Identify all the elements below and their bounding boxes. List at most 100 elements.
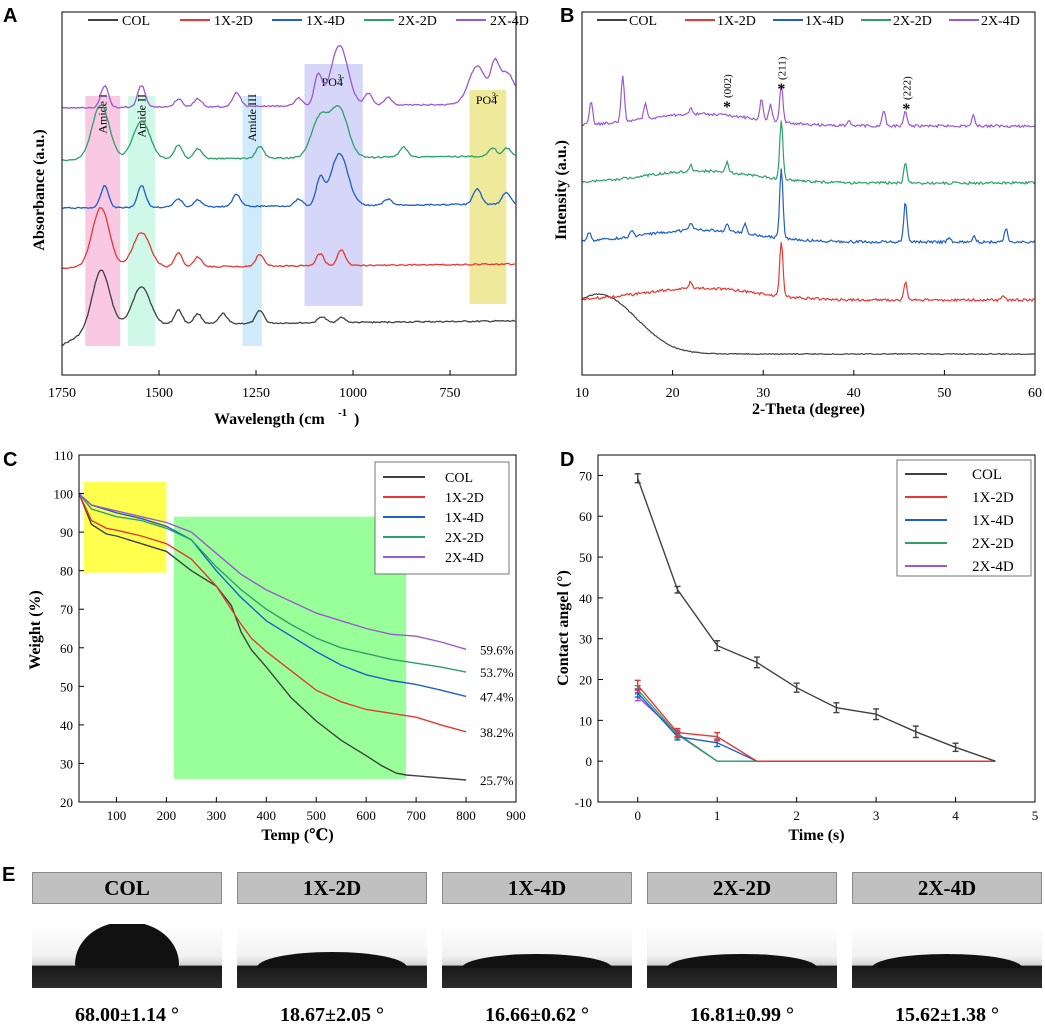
band-0 bbox=[85, 96, 121, 346]
droplet-sample-label: 1X-4D bbox=[442, 872, 632, 904]
band-label-2: Amide III bbox=[245, 94, 259, 142]
droplet-panel-1x-2d: 1X-2D 18.67±2.05 ° bbox=[237, 872, 427, 1027]
contact-angle-value: 16.66±0.62 ° bbox=[485, 1004, 589, 1026]
panel-e-letter: E bbox=[2, 864, 16, 886]
panel-c-ytick-label: 100 bbox=[54, 487, 74, 502]
xrd-peak-marker: * bbox=[777, 81, 785, 98]
legend-label-b-3: 2X-2D bbox=[893, 14, 932, 29]
panel-d-xtick-label: 2 bbox=[793, 808, 800, 823]
panel-a-xtick-label: 1250 bbox=[242, 386, 270, 401]
panel-a-xtick-label: 1500 bbox=[145, 386, 173, 401]
panel-c-ytick-label: 40 bbox=[60, 718, 73, 733]
panel-a-xlabel: Wavelength (cm bbox=[214, 411, 325, 428]
panel-d-ytick-label: 20 bbox=[579, 673, 592, 688]
droplet-image bbox=[647, 924, 837, 988]
panel-c-xlabel: Temp (℃) bbox=[261, 827, 333, 844]
panel-c-xtick-label: 500 bbox=[306, 808, 326, 823]
legend-label-c-0: COL bbox=[445, 471, 473, 486]
legend-label-c-1: 1X-2D bbox=[445, 491, 484, 506]
legend-label-a-1: 1X-2D bbox=[214, 14, 253, 29]
panel-c-ytick-label: 60 bbox=[60, 641, 73, 656]
xrd-col bbox=[581, 293, 1035, 356]
panel-d-ytick-label: 0 bbox=[586, 754, 593, 769]
contact-angle-value: 18.67±2.05 ° bbox=[280, 1004, 384, 1026]
panel-b-frame bbox=[581, 11, 1036, 376]
band-label-4: PO4 bbox=[476, 93, 497, 107]
panel-c-ytick-label: 50 bbox=[60, 679, 73, 694]
droplet-image bbox=[32, 924, 222, 988]
ca-1x-4d bbox=[637, 692, 996, 762]
water-droplet bbox=[75, 924, 179, 968]
legend-label-b-2: 1X-4D bbox=[805, 14, 844, 29]
droplet-panel-1x-4d: 1X-4D 16.66±0.62 ° bbox=[442, 872, 632, 1027]
panel-d-ytick-label: 60 bbox=[579, 509, 592, 524]
ca-2x-4d bbox=[637, 696, 996, 762]
water-droplet bbox=[257, 952, 407, 968]
highlight-region-0 bbox=[83, 481, 167, 573]
panel-c-ylabel: Weight (%) bbox=[27, 590, 44, 670]
tga-end-label: 38.2% bbox=[480, 725, 514, 740]
panel-d-ylabel: Contact angel (°) bbox=[555, 570, 572, 686]
legend-label-a-4: 2X-4D bbox=[490, 14, 529, 29]
panel-d-frame bbox=[597, 454, 1036, 803]
panel-a-xlabel-end: ) bbox=[354, 411, 359, 428]
tga-1x-2d bbox=[78, 493, 467, 733]
panel-d-xtick-label: 5 bbox=[1032, 808, 1039, 823]
droplet-image bbox=[442, 924, 632, 988]
droplet-panel-2x-4d: 2X-4D 15.62±1.38 ° bbox=[852, 872, 1042, 1027]
contact-angle-value: 68.00±1.14 ° bbox=[75, 1004, 179, 1026]
band-label-0: Amide I bbox=[96, 94, 110, 134]
highlight-region-1 bbox=[173, 516, 407, 779]
panel-b-letter: B bbox=[560, 5, 574, 27]
band-3 bbox=[304, 64, 363, 306]
droplet-image bbox=[237, 924, 427, 988]
tga-end-label: 47.4% bbox=[480, 689, 514, 704]
legend-label-c-3: 2X-2D bbox=[445, 531, 484, 546]
droplet-sample-label: 1X-2D bbox=[237, 872, 427, 904]
xrd-peak-label: (211) bbox=[776, 56, 788, 80]
panel-c-xtick-label: 200 bbox=[157, 808, 177, 823]
band-label-sup-3: 3- bbox=[338, 73, 345, 82]
panel-d-xtick-label: 4 bbox=[952, 808, 959, 823]
panel-c-xtick-label: 400 bbox=[257, 808, 277, 823]
legend-label-c-2: 1X-4D bbox=[445, 511, 484, 526]
tga-2x-2d bbox=[78, 493, 467, 673]
panel-c-ytick-label: 70 bbox=[60, 602, 73, 617]
panel-c-xtick-label: 900 bbox=[506, 808, 526, 823]
panel-b-xtick-label: 60 bbox=[1028, 386, 1042, 401]
tga-col bbox=[78, 493, 467, 781]
xrd-1x-4d bbox=[581, 168, 1035, 245]
panel-b-xtick-label: 20 bbox=[666, 386, 680, 401]
legend-label-a-3: 2X-2D bbox=[398, 14, 437, 29]
panel-b-xlabel: 2-Theta (degree) bbox=[752, 401, 865, 418]
panel-d-xlabel: Time (s) bbox=[788, 827, 844, 844]
xrd-peak-marker: * bbox=[723, 99, 731, 116]
legend-label-d-4: 2X-4D bbox=[972, 559, 1014, 575]
xrd-peak-label: (002) bbox=[722, 74, 734, 98]
panel-a-frame bbox=[61, 11, 517, 376]
panel-c-ytick-label: 90 bbox=[60, 525, 73, 540]
ca-2x-2d bbox=[637, 689, 996, 762]
ca-col bbox=[637, 478, 996, 762]
water-droplet bbox=[667, 953, 817, 968]
tga-2x-4d bbox=[78, 493, 467, 650]
spectrum-2x-2d bbox=[61, 104, 516, 162]
panel-c-xtick-label: 100 bbox=[107, 808, 127, 823]
band-label-3: PO4 bbox=[322, 75, 343, 89]
panel-a-xtick-label: 750 bbox=[440, 386, 461, 401]
contact-angle-value: 15.62±1.38 ° bbox=[895, 1004, 999, 1026]
panel-a-ylabel: Absorbance (a.u.) bbox=[31, 129, 48, 250]
panel-c-ytick-label: 80 bbox=[60, 564, 73, 579]
panel-b-xtick-label: 30 bbox=[756, 386, 770, 401]
panel-c-xtick-label: 600 bbox=[356, 808, 376, 823]
spectrum-col bbox=[61, 269, 516, 347]
xrd-2x-2d bbox=[581, 120, 1035, 186]
panel-d-ytick-label: 30 bbox=[579, 632, 592, 647]
droplet-panel-col: COL 68.00±1.14 ° bbox=[32, 872, 222, 1027]
panel-d-xtick-label: 1 bbox=[714, 808, 721, 823]
panel-d-ytick-label: 40 bbox=[579, 591, 592, 606]
panel-d-legend-box bbox=[896, 459, 1032, 577]
xrd-1x-2d bbox=[581, 242, 1035, 303]
legend-label-d-3: 2X-2D bbox=[972, 536, 1014, 552]
panel-e: E COL 68.00±1.14 ° 1X-2D 18.67±2.05 ° 1X-4D 1… bbox=[0, 860, 1045, 1026]
